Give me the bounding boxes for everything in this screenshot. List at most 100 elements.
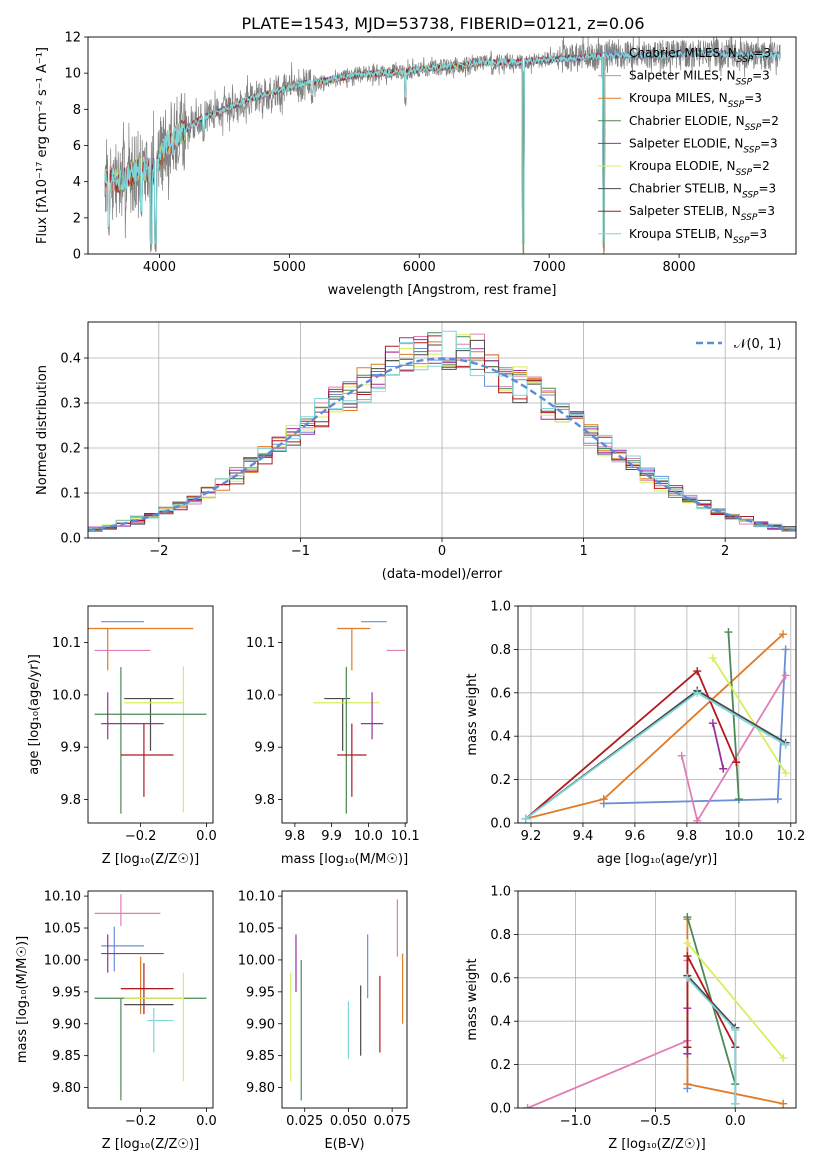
y-tick-label: 0.4 [60, 352, 81, 367]
y-tick-label: 9.95 [246, 985, 275, 1000]
errorbar-kroupa-stelib [147, 1007, 174, 1053]
legend-label-chabrier-stelib: Chabrier STELIB, NSSP=3 [629, 182, 776, 201]
legend-label-salpeter-elodie: Salpeter ELODIE, NSSP=3 [629, 136, 778, 155]
y-tick-label: 0.3 [60, 397, 81, 412]
weight-marker-chabrier-elodie [734, 795, 743, 804]
weight-marker-salpeter-elodie [719, 764, 728, 773]
y-tick-label: 9.8 [60, 793, 81, 808]
y-tick-label: 10 [64, 67, 81, 82]
x-tick-label: 0.0 [725, 1114, 746, 1129]
x-tick-label: 0 [438, 544, 446, 559]
weight-line-chabrier-stelib [686, 974, 737, 1104]
plot-area [104, 37, 781, 254]
weight-marker-chabrier-miles [773, 795, 782, 804]
x-tick-label: 9.4 [573, 829, 594, 844]
panel-age-weight: 9.2 9.4 9.6 9.8 10.0 10.2 0.0 0.2 0.4 0.6 0.8 1.0 ag… [465, 600, 805, 868]
y-tick-label: 0 [73, 248, 81, 263]
plot-area [94, 894, 207, 1101]
axes-frame [87, 321, 797, 539]
y-tick-label: 9.95 [52, 985, 81, 1000]
axes-frame [281, 605, 408, 824]
panel-mass-age: 9.8 9.9 10.0 10.1 9.8 9.9 10.0 10.1 mass [log₁₀(… [246, 605, 420, 867]
weight-marker-kroupa-stelib [693, 688, 702, 697]
axes-frame [87, 36, 797, 255]
y-tick-label: 2 [73, 211, 81, 226]
x-tick-label: 6000 [403, 260, 436, 275]
y-tick-label: 10.10 [238, 890, 275, 905]
weight-marker-salpeter-stelib [683, 1043, 692, 1052]
x-axis-label: age [log₁₀(age/yr)] [597, 852, 718, 867]
weight-marker-kroupa-stelib [683, 973, 692, 982]
weight-marker-salpeter-stelib [683, 952, 692, 961]
figure-title: PLATE=1543, MJD=53738, FIBERID=0121, z=0… [241, 14, 644, 33]
x-tick-label: 8000 [663, 260, 696, 275]
errorbar-kroupa-miles [337, 627, 371, 671]
y-tick-label: 9.90 [52, 1017, 81, 1032]
weight-line-kroupa-elodie [712, 657, 787, 774]
legend-label-chabrier-elodie: Chabrier ELODIE, NSSP=2 [629, 114, 779, 133]
weight-marker-kroupa-stelib [781, 740, 790, 749]
y-axis-label: Normed distribution [35, 365, 50, 495]
y-axis-label: mass [log₁₀(M/M☉)] [15, 936, 30, 1063]
weight-marker-kroupa-stelib [731, 1099, 740, 1108]
errorbar-chabrier-stelib [124, 697, 174, 751]
errorbar-salpeter-elodie [101, 934, 164, 973]
x-tick-label: 0.050 [330, 1114, 367, 1129]
weight-marker-salpeter-stelib [732, 758, 741, 767]
weight-marker-salpeter-elodie [708, 719, 717, 728]
y-tick-label: 0.0 [60, 532, 81, 547]
axes-frame [517, 890, 797, 1109]
weight-marker-kroupa-miles [683, 1080, 692, 1089]
weight-marker-chabrier-miles [781, 645, 790, 654]
legend-label-kroupa-stelib: Kroupa STELIB, NSSP=3 [629, 227, 767, 246]
y-tick-label: 0.2 [490, 1058, 511, 1073]
panel-z-weight: −1.0 −0.5 0.0 0.0 0.2 0.4 0.6 0.8 1.0 Z [log₁₀(Z/… [465, 885, 797, 1152]
y-tick-label: 9.9 [60, 741, 81, 756]
x-tick-label: 10.2 [776, 829, 805, 844]
y-tick-label: 10.05 [44, 922, 81, 937]
x-axis-label: Z [log₁₀(Z/Z☉)] [102, 852, 199, 867]
weight-marker-salpeter-miles [781, 671, 790, 680]
y-tick-label: 6 [73, 139, 81, 154]
panel-z-age: −0.2 0.0 9.8 9.9 10.0 10.1 Z [log₁₀(Z/Z☉)] age … [27, 605, 217, 867]
x-tick-label: 0.075 [374, 1114, 411, 1129]
x-tick-label: −0.5 [640, 1114, 672, 1129]
x-tick-label: 0.0 [196, 1114, 217, 1129]
y-tick-label: 0.4 [490, 730, 511, 745]
y-tick-label: 9.80 [52, 1081, 81, 1096]
legend-label-salpeter-miles: Salpeter MILES, NSSP=3 [629, 69, 770, 88]
y-tick-label: 0.0 [490, 817, 511, 832]
weight-marker-kroupa-stelib [521, 814, 530, 823]
y-tick-label: 12 [64, 31, 81, 46]
y-tick-label: 8 [73, 103, 81, 118]
y-tick-label: 9.85 [246, 1049, 275, 1064]
x-tick-label: 0.025 [286, 1114, 323, 1129]
weight-line-chabrier-elodie [727, 631, 740, 800]
y-tick-label: 10.10 [44, 890, 81, 905]
x-tick-label: 9.6 [625, 829, 646, 844]
gaussian-curve [88, 357, 796, 532]
plot-area [88, 621, 207, 814]
y-tick-label: 0.6 [490, 686, 511, 701]
weight-marker-salpeter-miles [523, 1104, 532, 1108]
panel-spectrum: 4000 5000 6000 7000 8000 0 2 4 6 8 10 12 wavelength … [35, 31, 797, 298]
model-spectrum-kroupa-stelib [104, 49, 781, 244]
errorbar-chabrier-elodie [94, 667, 207, 814]
errorbar-salpeter-miles [94, 894, 161, 927]
x-axis-label: E(B-V) [324, 1137, 364, 1152]
x-tick-label: 4000 [143, 260, 176, 275]
legend-label-kroupa-elodie: Kroupa ELODIE, NSSP=2 [629, 159, 770, 178]
y-tick-label: 0.1 [60, 487, 81, 502]
weight-marker-kroupa-elodie [683, 939, 692, 948]
y-axis-label: mass weight [465, 958, 480, 1040]
y-tick-label: 0.2 [60, 442, 81, 457]
errorbar-chabrier-elodie [94, 997, 207, 1101]
weight-marker-chabrier-elodie [683, 913, 692, 922]
y-tick-label: 9.90 [246, 1017, 275, 1032]
weight-marker-kroupa-miles [779, 630, 788, 639]
weight-marker-kroupa-elodie [781, 769, 790, 778]
x-tick-label: 10.0 [354, 829, 383, 844]
x-axis-label: wavelength [Angstrom, rest frame] [328, 283, 557, 298]
errorbar-salpeter-stelib [120, 723, 174, 797]
